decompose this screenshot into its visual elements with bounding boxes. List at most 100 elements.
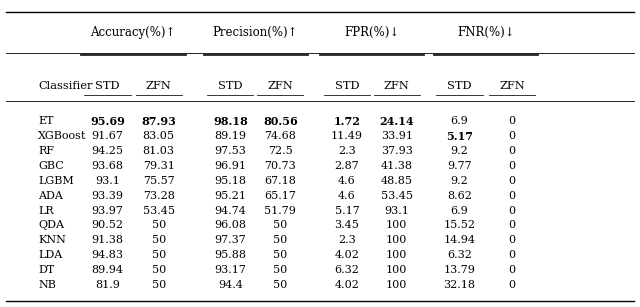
Text: ZFN: ZFN bbox=[384, 81, 410, 91]
Text: 93.1: 93.1 bbox=[95, 176, 120, 186]
Text: 0: 0 bbox=[508, 250, 516, 260]
Text: 6.32: 6.32 bbox=[335, 265, 359, 275]
Text: 90.52: 90.52 bbox=[92, 220, 124, 231]
Text: 50: 50 bbox=[273, 280, 287, 290]
Text: FPR(%)↓: FPR(%)↓ bbox=[344, 26, 399, 39]
Text: 95.21: 95.21 bbox=[214, 191, 246, 201]
Text: 14.94: 14.94 bbox=[444, 235, 476, 245]
Text: 81.03: 81.03 bbox=[143, 146, 175, 156]
Text: 94.83: 94.83 bbox=[92, 250, 124, 260]
Text: STD: STD bbox=[218, 81, 243, 91]
Text: 8.62: 8.62 bbox=[447, 191, 472, 201]
Text: 91.67: 91.67 bbox=[92, 131, 124, 141]
Text: 67.18: 67.18 bbox=[264, 176, 296, 186]
Text: 50: 50 bbox=[152, 265, 166, 275]
Text: 0: 0 bbox=[508, 280, 516, 290]
Text: 95.88: 95.88 bbox=[214, 250, 246, 260]
Text: 93.1: 93.1 bbox=[385, 206, 409, 216]
Text: 96.91: 96.91 bbox=[214, 161, 246, 171]
Text: 2.3: 2.3 bbox=[338, 146, 356, 156]
Text: 4.6: 4.6 bbox=[338, 191, 356, 201]
Text: 4.02: 4.02 bbox=[335, 250, 359, 260]
Text: Classifier: Classifier bbox=[38, 81, 93, 91]
Text: 100: 100 bbox=[386, 220, 408, 231]
Text: 0: 0 bbox=[508, 191, 516, 201]
Text: STD: STD bbox=[95, 81, 120, 91]
Text: 6.9: 6.9 bbox=[451, 206, 468, 216]
Text: 50: 50 bbox=[152, 235, 166, 245]
Text: 50: 50 bbox=[273, 220, 287, 231]
Text: 98.18: 98.18 bbox=[213, 116, 248, 127]
Text: 6.9: 6.9 bbox=[451, 116, 468, 126]
Text: 2.87: 2.87 bbox=[335, 161, 359, 171]
Text: 81.9: 81.9 bbox=[95, 280, 120, 290]
Text: 93.39: 93.39 bbox=[92, 191, 124, 201]
Text: 13.79: 13.79 bbox=[444, 265, 476, 275]
Text: 74.68: 74.68 bbox=[264, 131, 296, 141]
Text: 32.18: 32.18 bbox=[444, 280, 476, 290]
Text: 83.05: 83.05 bbox=[143, 131, 175, 141]
Text: 79.31: 79.31 bbox=[143, 161, 175, 171]
Text: 50: 50 bbox=[273, 235, 287, 245]
Text: QDA: QDA bbox=[38, 220, 65, 231]
Text: ADA: ADA bbox=[38, 191, 63, 201]
Text: 51.79: 51.79 bbox=[264, 206, 296, 216]
Text: 53.45: 53.45 bbox=[381, 191, 413, 201]
Text: ZFN: ZFN bbox=[146, 81, 172, 91]
Text: 89.19: 89.19 bbox=[214, 131, 246, 141]
Text: ZFN: ZFN bbox=[499, 81, 525, 91]
Text: 93.97: 93.97 bbox=[92, 206, 124, 216]
Text: 50: 50 bbox=[273, 265, 287, 275]
Text: Accuracy(%)↑: Accuracy(%)↑ bbox=[90, 26, 176, 39]
Text: RF: RF bbox=[38, 146, 54, 156]
Text: 91.38: 91.38 bbox=[92, 235, 124, 245]
Text: LGBM: LGBM bbox=[38, 176, 74, 186]
Text: 50: 50 bbox=[152, 220, 166, 231]
Text: 4.02: 4.02 bbox=[335, 280, 359, 290]
Text: STD: STD bbox=[447, 81, 472, 91]
Text: 93.68: 93.68 bbox=[92, 161, 124, 171]
Text: NB: NB bbox=[38, 280, 56, 290]
Text: 9.2: 9.2 bbox=[451, 146, 468, 156]
Text: 94.4: 94.4 bbox=[218, 280, 243, 290]
Text: 87.93: 87.93 bbox=[141, 116, 176, 127]
Text: 33.91: 33.91 bbox=[381, 131, 413, 141]
Text: 15.52: 15.52 bbox=[444, 220, 476, 231]
Text: 5.17: 5.17 bbox=[446, 131, 473, 142]
Text: 75.57: 75.57 bbox=[143, 176, 175, 186]
Text: 72.5: 72.5 bbox=[268, 146, 292, 156]
Text: 100: 100 bbox=[386, 280, 408, 290]
Text: 11.49: 11.49 bbox=[331, 131, 363, 141]
Text: 0: 0 bbox=[508, 116, 516, 126]
Text: 1.72: 1.72 bbox=[333, 116, 360, 127]
Text: 53.45: 53.45 bbox=[143, 206, 175, 216]
Text: 50: 50 bbox=[152, 250, 166, 260]
Text: 97.53: 97.53 bbox=[214, 146, 246, 156]
Text: 2.3: 2.3 bbox=[338, 235, 356, 245]
Text: 3.45: 3.45 bbox=[335, 220, 359, 231]
Text: 0: 0 bbox=[508, 220, 516, 231]
Text: 94.25: 94.25 bbox=[92, 146, 124, 156]
Text: 80.56: 80.56 bbox=[263, 116, 298, 127]
Text: 89.94: 89.94 bbox=[92, 265, 124, 275]
Text: 65.17: 65.17 bbox=[264, 191, 296, 201]
Text: 94.74: 94.74 bbox=[214, 206, 246, 216]
Text: 0: 0 bbox=[508, 131, 516, 141]
Text: 97.37: 97.37 bbox=[214, 235, 246, 245]
Text: 95.18: 95.18 bbox=[214, 176, 246, 186]
Text: GBC: GBC bbox=[38, 161, 64, 171]
Text: 41.38: 41.38 bbox=[381, 161, 413, 171]
Text: LDA: LDA bbox=[38, 250, 63, 260]
Text: 0: 0 bbox=[508, 206, 516, 216]
Text: 0: 0 bbox=[508, 176, 516, 186]
Text: 5.17: 5.17 bbox=[335, 206, 359, 216]
Text: 96.08: 96.08 bbox=[214, 220, 246, 231]
Text: 50: 50 bbox=[152, 280, 166, 290]
Text: 48.85: 48.85 bbox=[381, 176, 413, 186]
Text: 100: 100 bbox=[386, 250, 408, 260]
Text: STD: STD bbox=[335, 81, 359, 91]
Text: 9.77: 9.77 bbox=[447, 161, 472, 171]
Text: 6.32: 6.32 bbox=[447, 250, 472, 260]
Text: 70.73: 70.73 bbox=[264, 161, 296, 171]
Text: 50: 50 bbox=[273, 250, 287, 260]
